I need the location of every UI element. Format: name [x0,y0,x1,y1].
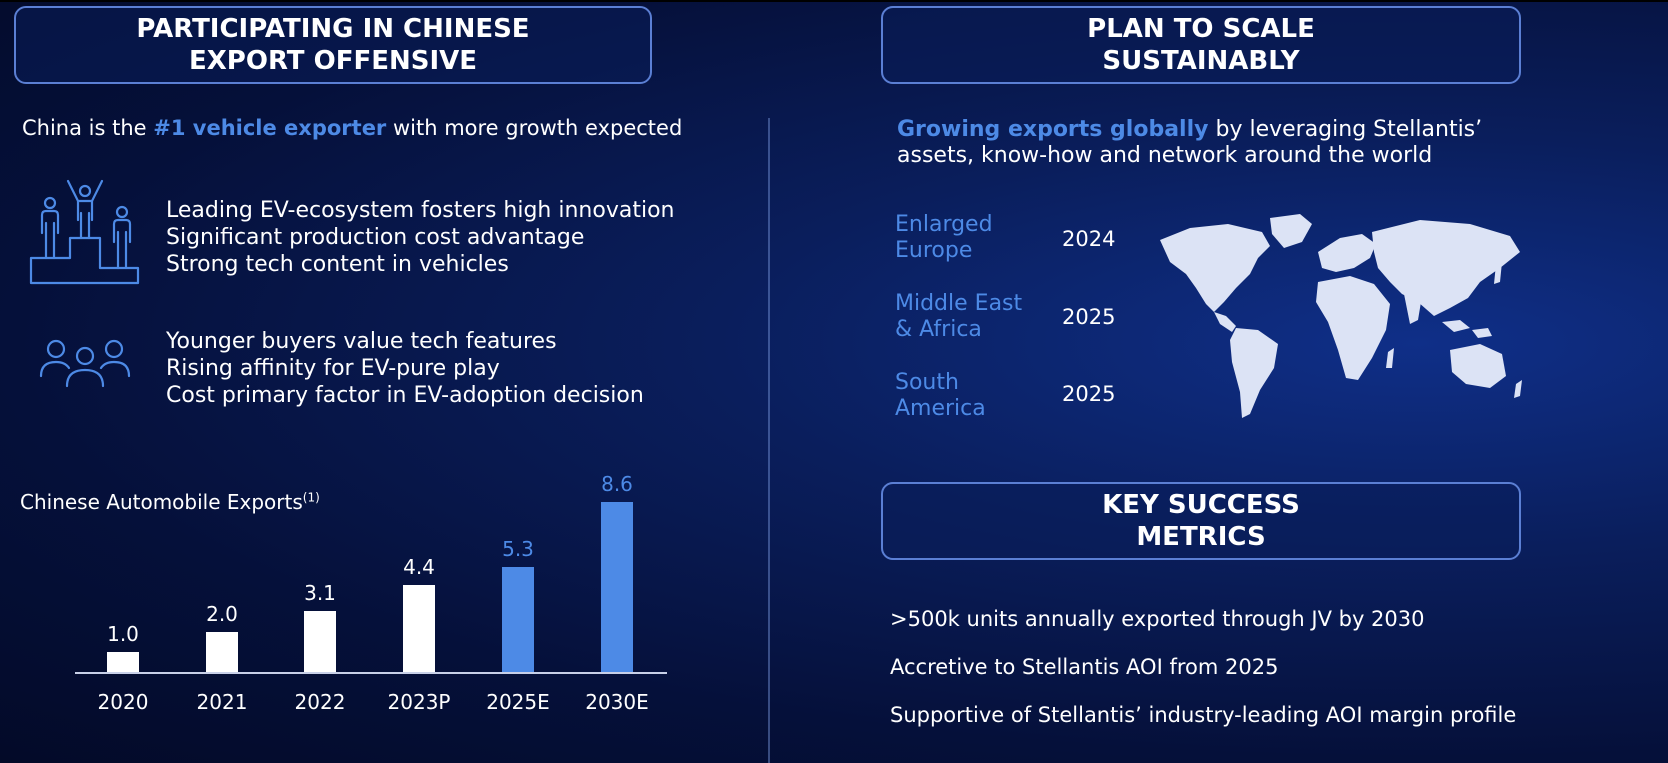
region-europe: Enlarged Europe [895,212,993,264]
chart-data-label: 4.4 [403,555,435,579]
chart-title-text: Chinese Automobile Exports [20,490,303,514]
region-label: & Africa [895,317,982,342]
region-year: 2024 [1062,227,1116,251]
chart-title: Chinese Automobile Exports(1) [20,490,320,514]
group2-item: Younger buyers value tech features [166,329,557,354]
metrics-section-header: KEY SUCCESS METRICS [881,482,1521,560]
region-year: 2025 [1062,382,1116,406]
metric-item: Accretive to Stellantis AOI from 2025 [890,655,1279,679]
chart-bar [107,652,139,672]
group1-item: Strong tech content in vehicles [166,252,509,277]
right-intro-rest: by leveraging Stellantis’ [1208,117,1483,142]
chart-bar [206,632,238,672]
chart-tick-label: 2030E [585,690,649,714]
chart-tick-label: 2023P [387,690,451,714]
chart-tick-label: 2022 [294,690,346,714]
region-label: Europe [895,238,973,263]
intro-highlight: #1 vehicle exporter [153,116,387,140]
chart-x-axis [75,672,667,674]
chart-bar [502,567,534,672]
section-divider [768,118,770,763]
left-section-header: PARTICIPATING IN CHINESE EXPORT OFFENSIV… [14,6,652,84]
group2-bullets: Younger buyers value tech features Risin… [166,328,644,409]
metrics-header-line2: METRICS [1136,522,1266,552]
left-header-line2: EXPORT OFFENSIVE [188,46,478,76]
right-header-line1: PLAN TO SCALE [1087,14,1315,44]
chart-bar [403,585,435,672]
region-label: America [895,396,986,421]
chart-bar [304,611,336,672]
region-south-america: South America [895,370,986,422]
left-intro-text: China is the #1 vehicle exporter with mo… [22,116,682,140]
world-map-icon [1160,214,1522,418]
chart-tick-label: 2021 [196,690,248,714]
right-intro-text: Growing exports globally by leveraging S… [897,117,1482,169]
region-label: Middle East [895,291,1023,316]
region-label: Enlarged [895,212,993,237]
group1-bullets: Leading EV-ecosystem fosters high innova… [166,197,674,278]
intro-suffix: with more growth expected [386,116,683,140]
group1-item: Leading EV-ecosystem fosters high innova… [166,198,675,223]
chart-title-footnote: (1) [302,490,320,505]
group2-item: Rising affinity for EV-pure play [166,356,500,381]
people-group-icon [39,339,131,388]
group2-item: Cost primary factor in EV-adoption decis… [166,383,644,408]
left-header-line1: PARTICIPATING IN CHINESE [136,14,530,44]
group1-item: Significant production cost advantage [166,225,585,250]
right-intro-highlight: Growing exports globally [897,117,1209,142]
region-mea: Middle East & Africa [895,291,1022,343]
right-intro-line2: assets, know-how and network around the … [897,143,1433,168]
chart-data-label: 3.1 [304,581,336,605]
top-edge-line [0,0,1668,2]
metric-item: >500k units annually exported through JV… [890,607,1425,631]
chart-data-label: 2.0 [206,602,238,626]
metric-item: Supportive of Stellantis’ industry-leadi… [890,703,1517,727]
metrics-header-line1: KEY SUCCESS [1102,490,1300,520]
right-section-header: PLAN TO SCALE SUSTAINABLY [881,6,1521,84]
region-label: South [895,370,959,395]
chart-data-label: 5.3 [502,537,534,561]
podium-icon [29,179,140,285]
chart-data-label: 8.6 [601,472,633,496]
chart-tick-label: 2025E [486,690,550,714]
right-header-line2: SUSTAINABLY [1102,46,1300,76]
chart-data-label: 1.0 [107,622,139,646]
chart-bar [601,502,633,672]
chart-tick-label: 2020 [97,690,149,714]
intro-prefix: China is the [22,116,154,140]
region-year: 2025 [1062,305,1116,329]
